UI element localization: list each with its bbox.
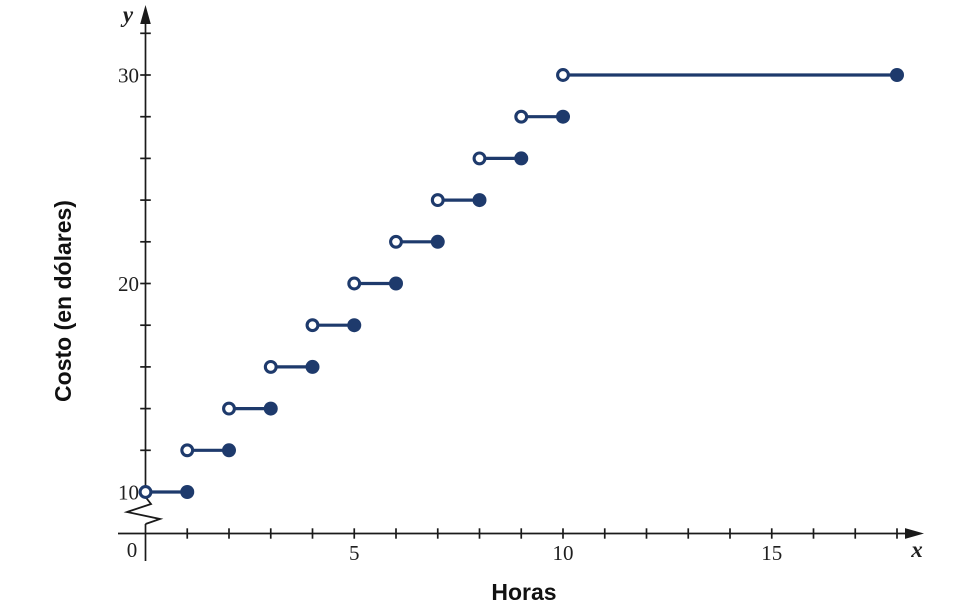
y-axis-break-icon bbox=[123, 496, 164, 525]
open-endpoint bbox=[222, 401, 236, 416]
y-tick-label: 10 bbox=[118, 481, 139, 505]
x-tick-label-group: 5 10 15 bbox=[349, 541, 782, 565]
open-endpoint bbox=[347, 276, 362, 291]
closed-endpoint bbox=[430, 234, 445, 249]
open-endpoint bbox=[472, 151, 487, 166]
closed-endpoint bbox=[263, 401, 278, 416]
x-axis-title: Horas bbox=[491, 579, 556, 605]
closed-endpoint bbox=[389, 276, 403, 291]
y-tick-label: 20 bbox=[118, 272, 139, 296]
y-axis-arrow-icon bbox=[140, 5, 151, 24]
y-tick-label-group: 10 20 30 bbox=[118, 64, 139, 505]
open-endpoint bbox=[180, 443, 195, 458]
closed-endpoint bbox=[472, 193, 487, 208]
closed-endpoint bbox=[180, 485, 195, 499]
origin-label: 0 bbox=[127, 538, 138, 562]
closed-endpoint bbox=[556, 109, 570, 124]
open-endpoint bbox=[556, 68, 570, 82]
closed-endpoint bbox=[305, 359, 320, 374]
x-tick-label: 15 bbox=[761, 541, 782, 565]
x-axis: 5 10 15 x 0 bbox=[118, 528, 924, 565]
open-endpoint bbox=[138, 485, 153, 499]
x-axis-letter: x bbox=[910, 537, 923, 562]
y-tick-label: 30 bbox=[118, 64, 139, 88]
open-endpoint bbox=[305, 318, 320, 333]
y-axis-title: Costo (en dólares) bbox=[50, 200, 76, 402]
open-endpoint bbox=[430, 193, 445, 208]
open-endpoint bbox=[389, 234, 403, 249]
closed-endpoint bbox=[347, 318, 362, 333]
x-tick-label: 10 bbox=[553, 541, 574, 565]
x-axis-arrow-icon bbox=[905, 528, 924, 539]
open-endpoint bbox=[263, 359, 278, 374]
y-axis-letter: y bbox=[120, 2, 134, 27]
closed-endpoint bbox=[890, 68, 904, 82]
open-endpoint bbox=[514, 109, 529, 124]
closed-endpoint bbox=[514, 151, 529, 166]
step-segments bbox=[138, 68, 904, 499]
y-axis: 10 20 30 y bbox=[118, 2, 164, 561]
closed-endpoint bbox=[222, 443, 236, 458]
x-tick-label: 5 bbox=[349, 541, 360, 565]
x-tick-group bbox=[186, 528, 898, 539]
